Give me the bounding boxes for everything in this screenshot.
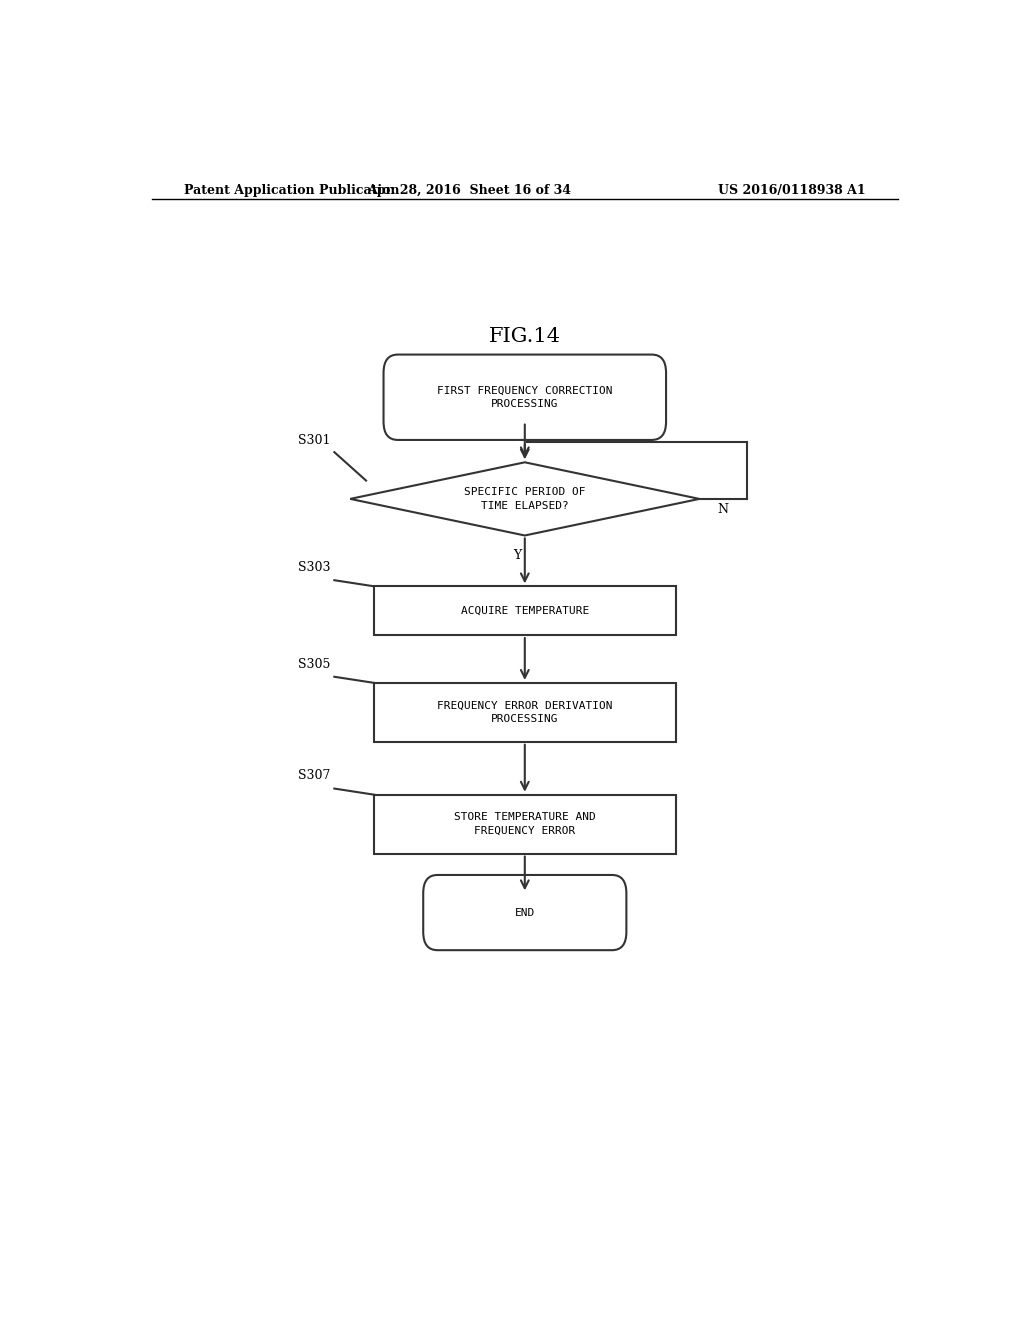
Text: STORE TEMPERATURE AND
FREQUENCY ERROR: STORE TEMPERATURE AND FREQUENCY ERROR <box>454 812 596 836</box>
Text: US 2016/0118938 A1: US 2016/0118938 A1 <box>719 183 866 197</box>
Text: S303: S303 <box>298 561 331 574</box>
Text: Y: Y <box>513 549 521 562</box>
Text: Patent Application Publication: Patent Application Publication <box>183 183 399 197</box>
Text: SPECIFIC PERIOD OF
TIME ELAPSED?: SPECIFIC PERIOD OF TIME ELAPSED? <box>464 487 586 511</box>
Text: ACQUIRE TEMPERATURE: ACQUIRE TEMPERATURE <box>461 606 589 615</box>
Text: Apr. 28, 2016  Sheet 16 of 34: Apr. 28, 2016 Sheet 16 of 34 <box>368 183 571 197</box>
Text: S307: S307 <box>298 770 331 783</box>
FancyBboxPatch shape <box>384 355 666 440</box>
Bar <box>374 682 676 742</box>
Text: FREQUENCY ERROR DERIVATION
PROCESSING: FREQUENCY ERROR DERIVATION PROCESSING <box>437 701 612 725</box>
Text: END: END <box>515 908 535 917</box>
Text: S305: S305 <box>298 657 331 671</box>
Text: N: N <box>717 503 728 516</box>
FancyBboxPatch shape <box>423 875 627 950</box>
Text: FIRST FREQUENCY CORRECTION
PROCESSING: FIRST FREQUENCY CORRECTION PROCESSING <box>437 385 612 409</box>
Bar <box>374 795 676 854</box>
Bar <box>374 586 676 635</box>
Polygon shape <box>350 462 699 536</box>
Text: S301: S301 <box>298 434 331 447</box>
Text: FIG.14: FIG.14 <box>488 327 561 346</box>
